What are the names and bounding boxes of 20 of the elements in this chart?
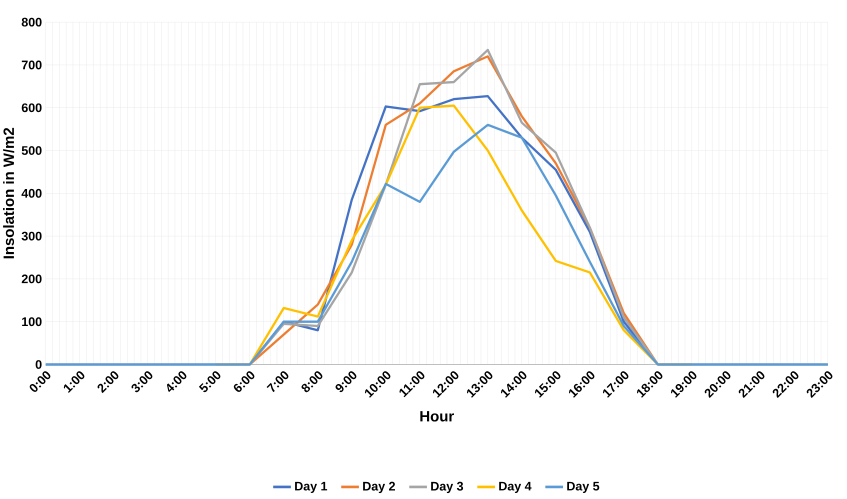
x-tick-label: 7:00: [266, 371, 288, 392]
y-tick-label: 700: [22, 60, 42, 70]
x-tick-label: 6:00: [234, 371, 254, 392]
legend-label: Day 2: [363, 482, 395, 494]
y-tick-label: 600: [22, 103, 42, 112]
legend-label: Day 5: [567, 482, 600, 494]
y-tick-label: 0: [36, 360, 42, 369]
legend-label: Day 4: [499, 482, 532, 494]
x-tick-label: 4:00: [166, 371, 186, 392]
legend-label: Day 1: [295, 482, 328, 494]
y-tick-label: 800: [22, 18, 42, 27]
y-tick-label: 300: [22, 232, 42, 241]
legend-label: Day 3: [431, 482, 464, 494]
y-tick-label: 400: [22, 189, 42, 198]
y-axis-title: Insolation in W/m2: [3, 128, 14, 258]
y-tick-label: 200: [22, 274, 42, 284]
x-tick-label: 0:00: [30, 371, 50, 392]
y-tick-label: 500: [22, 146, 42, 156]
x-axis-title: Hour: [420, 411, 454, 422]
y-tick-label: 100: [22, 317, 42, 326]
